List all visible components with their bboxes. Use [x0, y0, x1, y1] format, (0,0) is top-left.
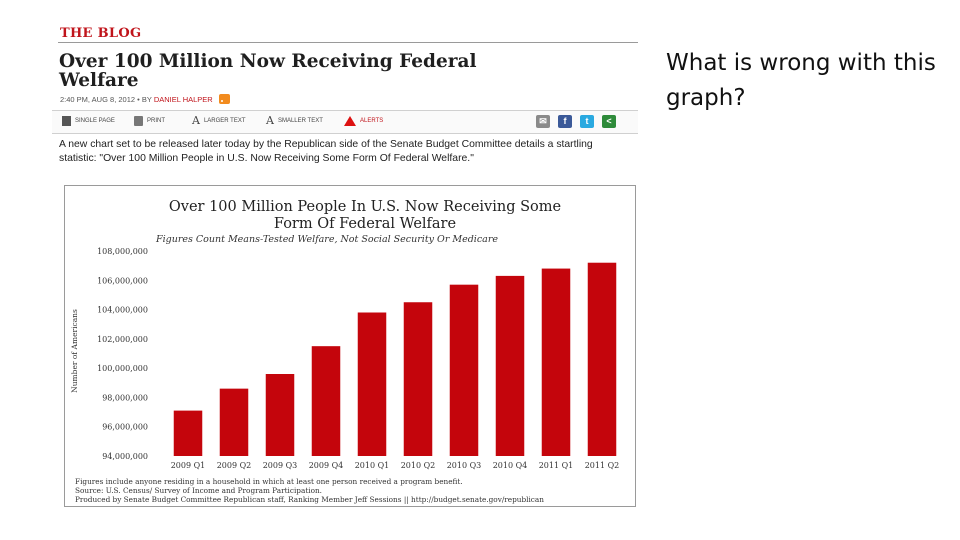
- article-byline: 2:40 PM, AUG 8, 2012 • BY DANIEL HALPER: [60, 94, 230, 104]
- bar: [495, 275, 525, 456]
- bar: [541, 268, 571, 456]
- y-tick-label: 96,000,000: [102, 423, 148, 432]
- x-tick-label: 2009 Q3: [263, 461, 298, 470]
- y-tick-label: 100,000,000: [97, 364, 148, 373]
- blog-section-label: THE BLOG: [60, 26, 142, 41]
- y-tick-label: 98,000,000: [102, 393, 148, 402]
- alerts-button[interactable]: ALERTS: [344, 116, 383, 126]
- x-tick-label: 2010 Q4: [493, 461, 528, 470]
- larger-text-button[interactable]: A LARGER TEXT: [192, 114, 246, 127]
- text-smaller-icon: A: [266, 114, 274, 127]
- x-tick-label: 2009 Q1: [171, 461, 206, 470]
- print-label: PRINT: [147, 118, 165, 124]
- larger-text-label: LARGER TEXT: [203, 117, 246, 124]
- bar: [219, 388, 249, 456]
- bar: [311, 346, 341, 456]
- x-tick-label: 2010 Q2: [401, 461, 436, 470]
- byline-date: 2:40 PM, AUG 8, 2012 • BY: [60, 95, 152, 104]
- printer-icon: [134, 116, 143, 126]
- share-button[interactable]: <: [602, 115, 616, 128]
- article-toolbar: SINGLE PAGE PRINT A LARGER TEXT A SMALLE…: [52, 110, 638, 134]
- blog-screenshot: THE BLOG Over 100 Million Now Receiving …: [52, 22, 638, 512]
- y-axis-label: Number of Americans: [70, 309, 79, 393]
- x-tick-label: 2011 Q2: [585, 461, 620, 470]
- x-tick-label: 2009 Q4: [309, 461, 344, 470]
- y-tick-label: 102,000,000: [97, 335, 148, 344]
- text-larger-icon: A: [192, 114, 200, 127]
- envelope-icon: ✉: [539, 116, 547, 126]
- x-tick-label: 2009 Q2: [217, 461, 252, 470]
- smaller-text-label: SMALLER TEXT: [277, 117, 323, 124]
- bar: [173, 410, 203, 456]
- twitter-icon: t: [585, 116, 589, 126]
- single-page-button[interactable]: SINGLE PAGE: [62, 116, 115, 126]
- chart-note-3: Produced by Senate Budget Committee Repu…: [75, 495, 544, 504]
- slide-question: What is wrong with this graph?: [666, 50, 936, 111]
- bar: [449, 284, 479, 456]
- y-tick-label: 108,000,000: [97, 247, 148, 256]
- single-page-label: SINGLE PAGE: [75, 118, 115, 124]
- y-tick-label: 94,000,000: [102, 452, 148, 461]
- chart-title-line1: Over 100 Million People In U.S. Now Rece…: [169, 199, 561, 215]
- rss-icon[interactable]: [218, 94, 230, 104]
- x-axis-ticks: 2009 Q1 2009 Q2 2009 Q3 2009 Q4 2010 Q1 2010 …: [171, 461, 620, 470]
- facebook-share-button[interactable]: f: [558, 115, 572, 128]
- article-headline[interactable]: Over 100 Million Now Receiving Federal W…: [59, 51, 477, 91]
- alerts-label: ALERTS: [360, 118, 384, 124]
- y-tick-label: 106,000,000: [97, 276, 148, 285]
- x-tick-label: 2010 Q3: [447, 461, 482, 470]
- alert-icon: [344, 116, 356, 126]
- x-tick-label: 2010 Q1: [355, 461, 390, 470]
- share-icon: <: [606, 116, 612, 126]
- bar: [587, 262, 617, 456]
- article-intro: A new chart set to be released later tod…: [59, 139, 593, 164]
- welfare-chart: Over 100 Million People In U.S. Now Rece…: [64, 185, 636, 507]
- y-axis-ticks: 94,000,000 96,000,000 98,000,000 100,000,00…: [97, 247, 148, 461]
- section-divider: [58, 42, 638, 43]
- email-share-button[interactable]: ✉: [536, 115, 550, 128]
- page-icon: [62, 116, 71, 126]
- bar: [403, 302, 433, 456]
- bar: [265, 374, 295, 456]
- bar: [357, 312, 387, 456]
- chart-title-line2: Form Of Federal Welfare: [274, 216, 456, 232]
- chart-note-1: Figures include anyone residing in a hou…: [75, 477, 463, 486]
- twitter-share-button[interactable]: t: [580, 115, 594, 128]
- y-tick-label: 104,000,000: [97, 306, 148, 315]
- print-button[interactable]: PRINT: [134, 116, 165, 126]
- smaller-text-button[interactable]: A SMALLER TEXT: [266, 114, 323, 127]
- x-tick-label: 2011 Q1: [539, 461, 574, 470]
- bar-series: [173, 262, 617, 456]
- facebook-icon: f: [563, 116, 567, 126]
- chart-subtitle: Figures Count Means-Tested Welfare, Not …: [155, 234, 498, 245]
- chart-note-2: Source: U.S. Census/ Survey of Income an…: [75, 486, 322, 495]
- author-link[interactable]: DANIEL HALPER: [153, 95, 213, 104]
- chart-canvas: Over 100 Million People In U.S. Now Rece…: [70, 199, 620, 504]
